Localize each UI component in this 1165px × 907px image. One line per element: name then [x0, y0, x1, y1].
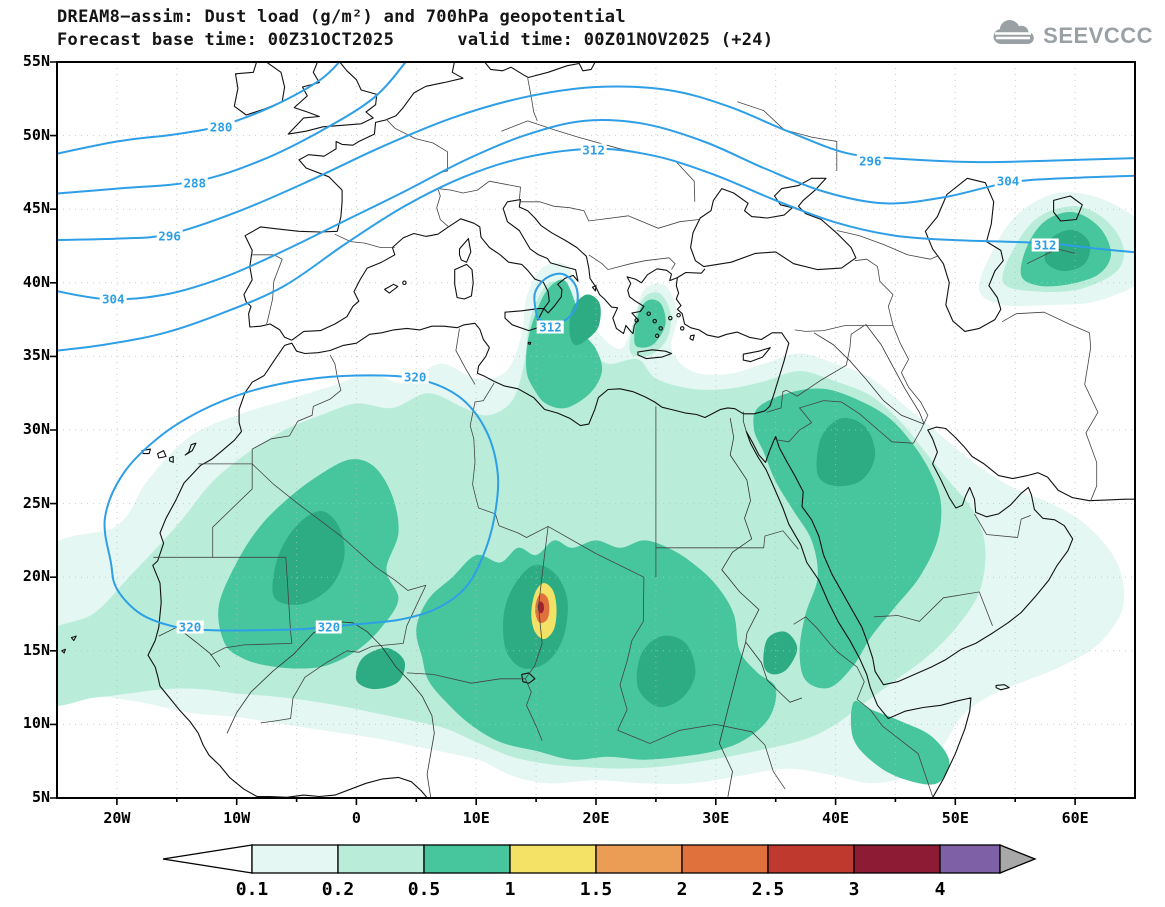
contour-label: 304	[994, 173, 1022, 189]
colorbar-level-label: 3	[848, 879, 860, 900]
contour-label: 320	[315, 619, 343, 635]
page-title: DREAM8−assim: Dust load (g/m²) and 700hP…	[57, 7, 626, 27]
contour-label: 304	[99, 291, 127, 307]
y-tick-label: 15N	[22, 640, 50, 659]
rivers	[158, 323, 925, 798]
x-tick-label: 0	[351, 809, 361, 827]
y-tick-label: 10N	[22, 714, 50, 733]
colorbar	[162, 844, 1037, 874]
axis-ticks	[50, 61, 1076, 805]
contour-label: 320	[176, 619, 204, 635]
contour-label: 296	[156, 228, 183, 244]
country-borders	[153, 78, 1099, 797]
y-tick-label: 45N	[22, 199, 50, 218]
contour-label: 280	[207, 119, 235, 135]
y-tick-label: 20N	[22, 567, 50, 586]
x-tick-label: 40E	[822, 809, 850, 827]
contour-label: 288	[181, 175, 209, 191]
y-tick-label: 5N	[31, 788, 50, 806]
y-tick-label: 40N	[22, 272, 50, 291]
contour-label: 312	[1031, 237, 1059, 253]
x-tick-label: 10W	[223, 809, 251, 827]
colorbar-level-label: 0.1	[235, 879, 269, 900]
y-tick-label: 30N	[22, 420, 50, 438]
contour-label: 312	[580, 142, 607, 158]
y-tick-label: 25N	[22, 493, 50, 512]
colorbar-level-label: 2.5	[751, 879, 785, 900]
contour-label: 312	[537, 319, 564, 335]
x-tick-label: 20W	[103, 809, 131, 827]
y-tick-label: 50N	[22, 125, 50, 144]
coastlines	[61, 62, 1135, 798]
colorbar-left-arrow	[162, 844, 253, 874]
y-tick-label: 55N	[22, 52, 50, 70]
y-tick-label: 35N	[22, 346, 50, 365]
contour-label: 296	[856, 153, 884, 169]
x-tick-label: 10E	[462, 809, 490, 827]
colorbar-level-label: 1.5	[579, 879, 613, 900]
colorbar-level-label: 0.5	[407, 879, 441, 900]
x-tick-label: 60E	[1061, 809, 1089, 827]
forecast-times-subtitle: Forecast base time: 00Z31OCT2025 valid t…	[57, 30, 774, 50]
x-tick-label: 50E	[941, 809, 969, 827]
colorbar-right-arrow	[999, 844, 1037, 874]
x-tick-label: 20E	[582, 809, 610, 827]
cloud-icon	[990, 20, 1036, 52]
colorbar-level-label: 4	[934, 879, 946, 900]
logo-text: SEEVCCC	[1043, 23, 1153, 48]
colorbar-level-label: 1	[504, 879, 516, 900]
seevccc-logo: SEEVCCC	[990, 20, 1153, 52]
colorbar-level-label: 2	[676, 879, 688, 900]
colorbar-level-label: 0.2	[321, 879, 355, 900]
contour-label: 320	[401, 369, 429, 385]
x-tick-label: 30E	[702, 809, 730, 827]
